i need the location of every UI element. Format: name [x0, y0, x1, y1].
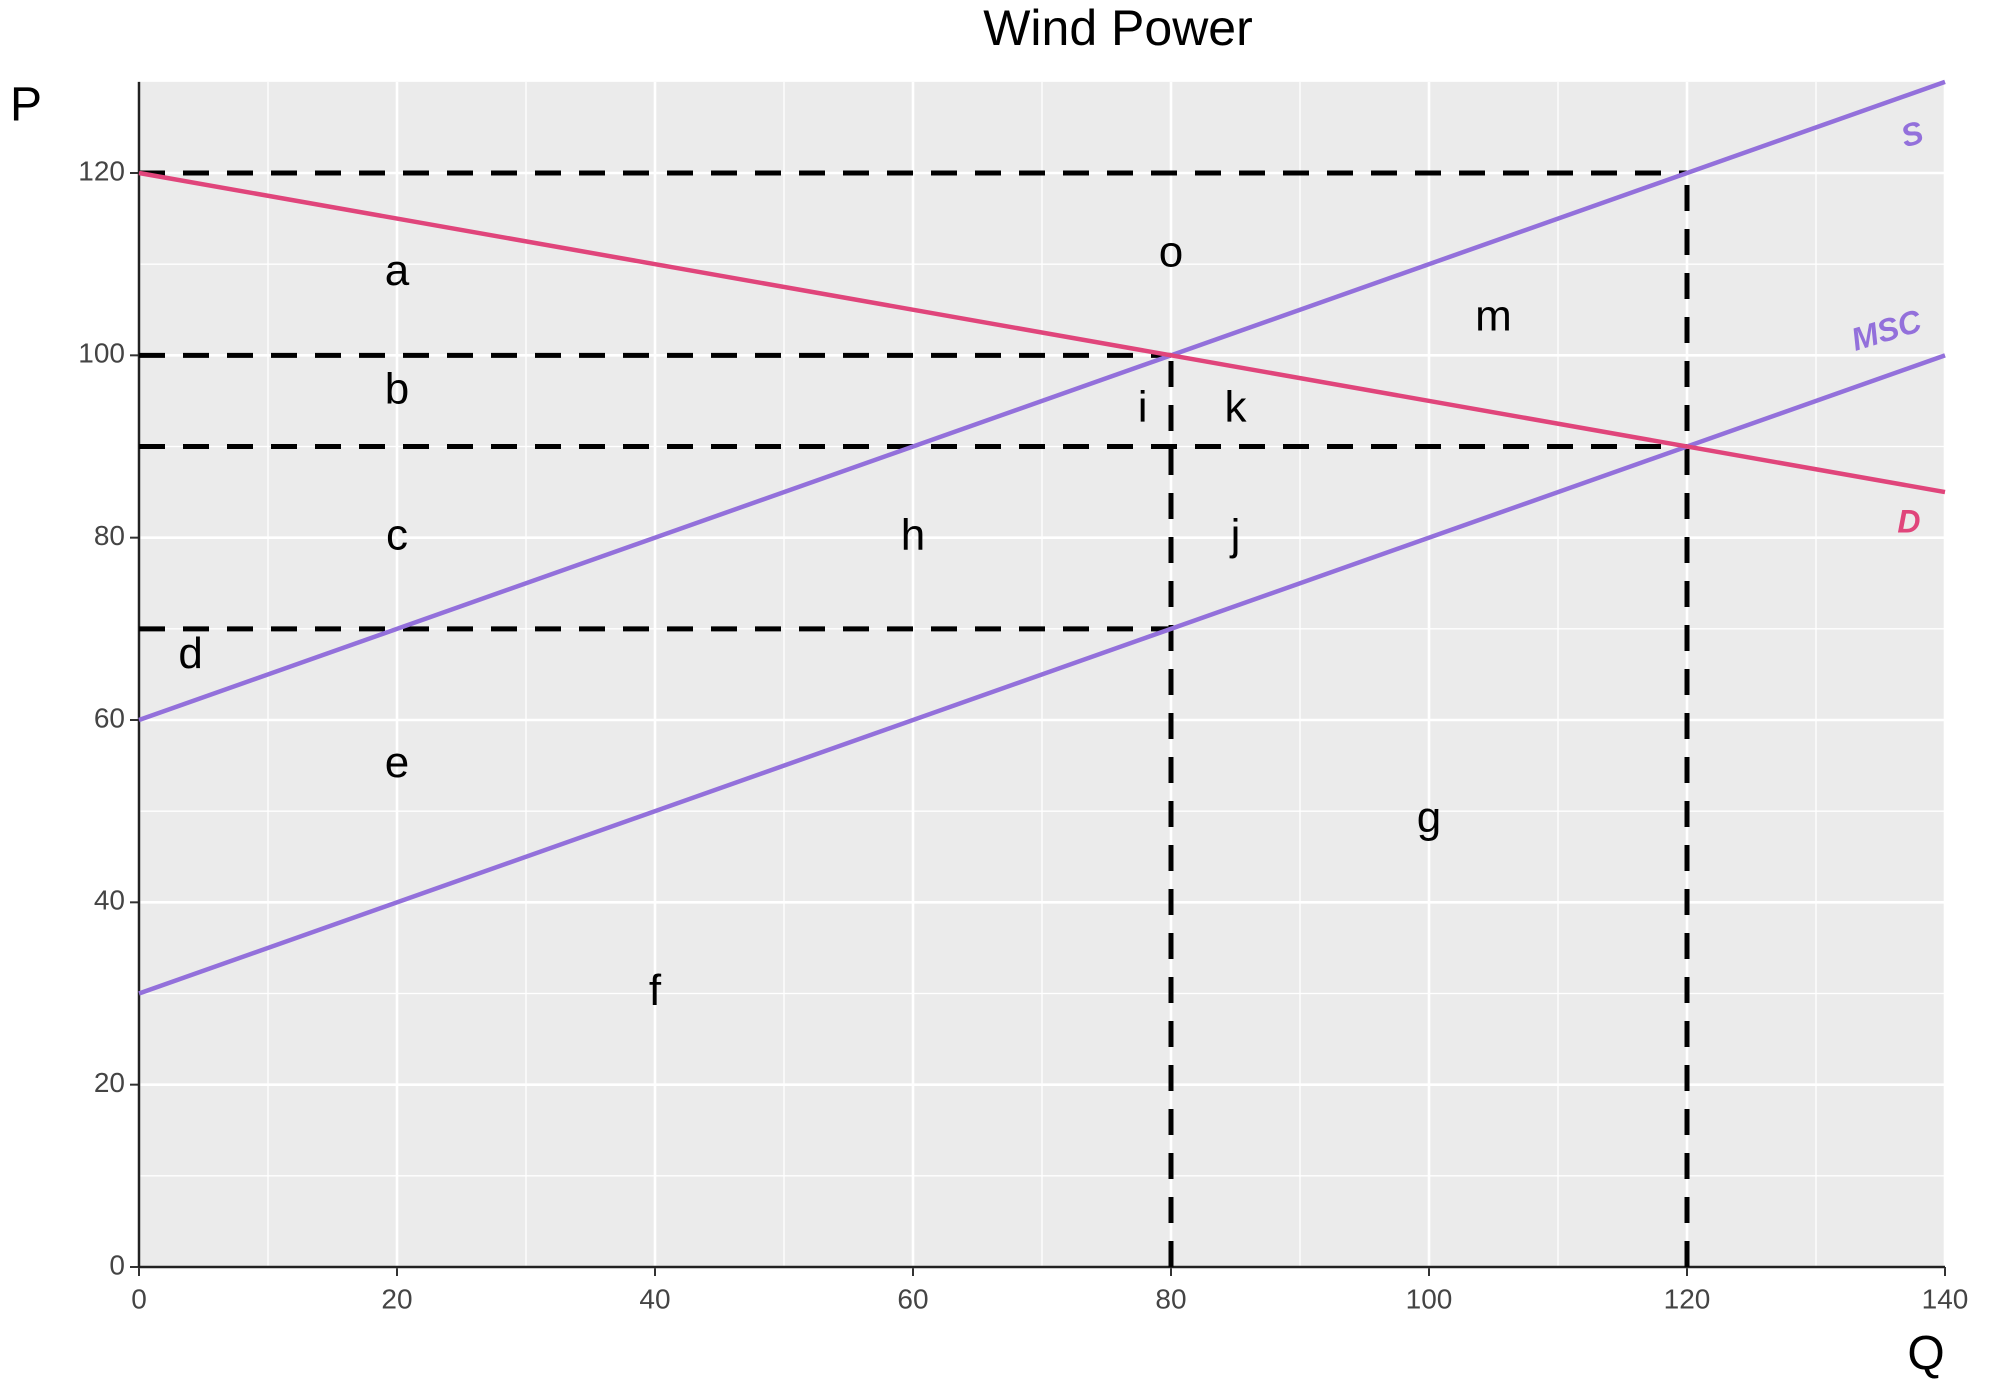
area-label: d [178, 629, 202, 678]
curve [138, 79, 1946, 723]
x-tick-label: 120 [1664, 1283, 1711, 1314]
y-tick-label: 80 [94, 520, 125, 551]
x-tick-label: 100 [1406, 1283, 1453, 1314]
area-label: b [385, 364, 409, 413]
y-tick-label: 40 [94, 885, 125, 916]
y-tick-label: 60 [94, 702, 125, 733]
area-label: e [385, 738, 409, 787]
area-label: c [386, 510, 408, 559]
curve [138, 353, 1946, 996]
area-label: m [1475, 291, 1512, 340]
curve-label: D [1897, 503, 1920, 539]
area-label: g [1417, 793, 1441, 842]
x-tick-label: 40 [639, 1283, 670, 1314]
curve [138, 170, 1946, 495]
y-axis-label: P [10, 79, 42, 132]
y-tick-label: 100 [78, 338, 125, 369]
y-tick-label: 120 [78, 155, 125, 186]
area-label: h [901, 510, 925, 559]
x-tick-label: 20 [381, 1283, 412, 1314]
x-tick-label: 80 [1155, 1283, 1186, 1314]
area-label: a [385, 246, 410, 295]
area-label: i [1138, 383, 1148, 432]
area-label: k [1225, 383, 1248, 432]
area-label: f [649, 966, 662, 1015]
x-tick-label: 140 [1922, 1283, 1969, 1314]
area-label: j [1229, 510, 1241, 559]
x-axis-label: Q [1907, 1328, 1944, 1381]
x-tick-label: 0 [131, 1283, 147, 1314]
chart-title: Wind Power [983, 0, 1253, 56]
y-tick-label: 20 [94, 1067, 125, 1098]
area-label: o [1159, 228, 1183, 277]
y-tick-label: 0 [109, 1249, 125, 1280]
x-tick-label: 60 [897, 1283, 928, 1314]
